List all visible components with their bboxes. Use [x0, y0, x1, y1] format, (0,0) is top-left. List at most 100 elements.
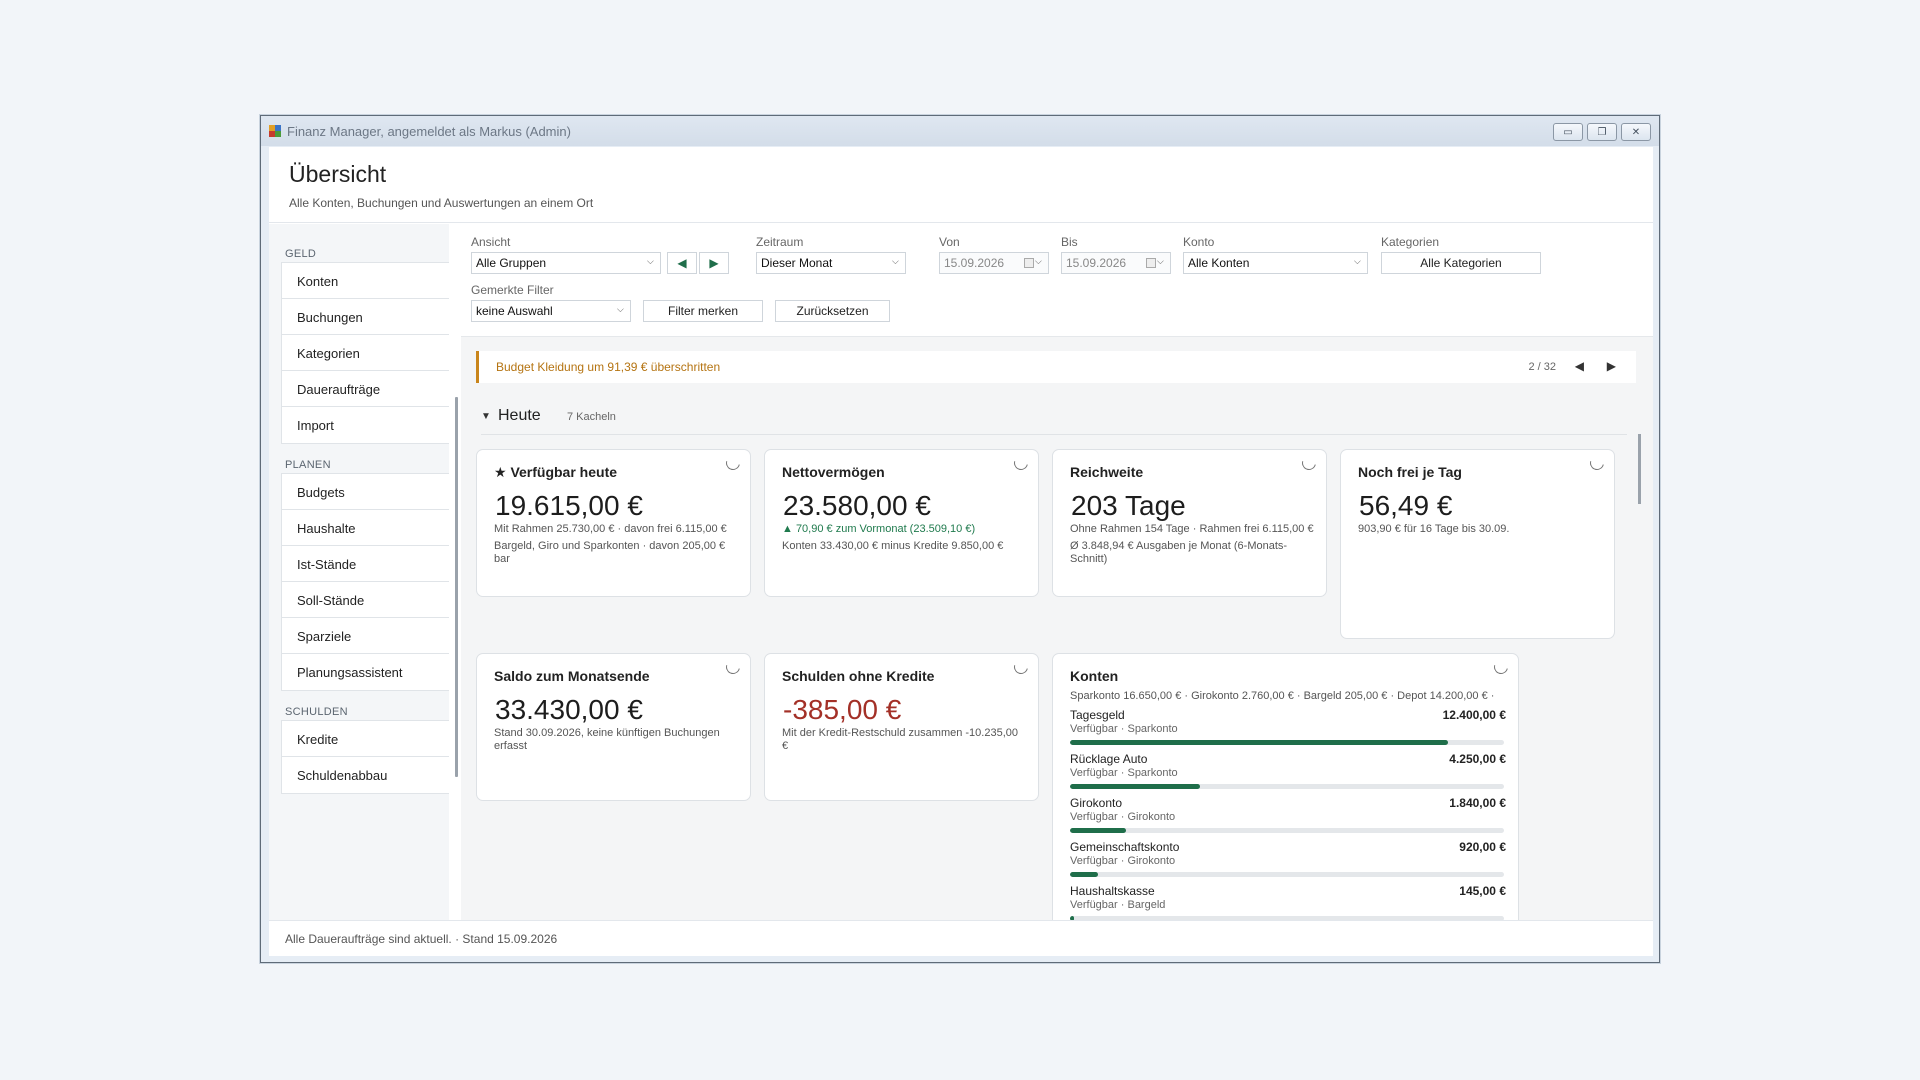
status-text: Alle Daueraufträge sind aktuell. · Stand… — [285, 932, 558, 946]
gemerkte-filter-dropdown[interactable]: keine Auswahl ⌵ — [471, 300, 631, 322]
tile-konten[interactable]: Konten Sparkonto 16.650,00 € · Girokonto… — [1052, 653, 1519, 920]
sidebar-item-schuldenabbau[interactable]: Schuldenabbau — [281, 756, 449, 794]
account-type: Verfügbar · Sparkonto — [1070, 723, 1178, 735]
account-type: Verfügbar · Bargeld — [1070, 899, 1166, 911]
content-scrollbar[interactable] — [1638, 434, 1641, 504]
maximize-button[interactable]: ❐ — [1587, 123, 1617, 141]
tile-value: 33.430,00 € — [495, 694, 643, 725]
sidebar-item-dauerauftraege[interactable]: Daueraufträge — [281, 370, 449, 408]
tile-schulden-ohne-kredite[interactable]: Schulden ohne Kredite -385,00 € Mit der … — [764, 653, 1039, 801]
account-row[interactable]: Rücklage Auto Verfügbar · Sparkonto 4.250,… — [1070, 752, 1506, 796]
tile-saldo-monatsende[interactable]: Saldo zum Monatsende 33.430,00 € Stand 3… — [476, 653, 751, 801]
tile-reichweite[interactable]: Reichweite 203 Tage Ohne Rahmen 154 Tage… — [1052, 449, 1327, 597]
account-progress-bar — [1070, 740, 1504, 745]
filter-bar: Ansicht Alle Gruppen ⌵ ◀ ▶ Zeitraum Dies… — [461, 224, 1653, 337]
account-row[interactable]: Haushaltskasse Verfügbar · Bargeld 145,00 … — [1070, 884, 1506, 920]
sidebar-scrollbar[interactable] — [455, 397, 458, 777]
refresh-icon[interactable] — [1011, 453, 1031, 473]
account-amount: 1.840,00 € — [1449, 796, 1506, 810]
sidebar: GELD Konten Buchungen Kategorien Dauerau… — [269, 224, 449, 920]
triangle-right-icon: ▶ — [709, 256, 719, 270]
tile-value: 56,49 € — [1359, 490, 1453, 521]
tile-nettovermoegen[interactable]: Nettovermögen 23.580,00 € ▲ 70,90 € zum … — [764, 449, 1039, 597]
refresh-icon[interactable] — [723, 453, 743, 473]
bis-date-picker[interactable]: 15.09.2026 ⌵ — [1061, 252, 1171, 274]
gemerkte-filter-label: Gemerkte Filter — [471, 283, 554, 297]
client-area: Übersicht Alle Konten, Buchungen und Aus… — [269, 147, 1653, 956]
account-name: Gemeinschaftskonto — [1070, 840, 1180, 854]
sidebar-item-konten[interactable]: Konten — [281, 262, 449, 300]
account-name: Tagesgeld — [1070, 708, 1125, 722]
page-subtitle: Alle Konten, Buchungen und Auswertungen … — [289, 196, 594, 210]
sidebar-item-haushalte[interactable]: Haushalte — [281, 509, 449, 547]
calendar-icon — [1024, 258, 1034, 268]
tile-detail: Konten 33.430,00 € minus Kredite 9.850,0… — [782, 540, 1004, 552]
sidebar-item-kategorien[interactable]: Kategorien — [281, 334, 449, 372]
sidebar-item-ist-staende[interactable]: Ist-Stände — [281, 545, 449, 583]
account-row[interactable]: Tagesgeld Verfügbar · Sparkonto 12.400,00 … — [1070, 708, 1506, 752]
account-row[interactable]: Girokonto Verfügbar · Girokonto 1.840,00 € — [1070, 796, 1506, 840]
account-type: Verfügbar · Girokonto — [1070, 811, 1176, 823]
tile-verfuegbar-heute[interactable]: ★ Verfügbar heute 19.615,00 € Mit Rahmen… — [476, 449, 751, 597]
konto-label: Konto — [1183, 235, 1215, 249]
tile-detail: Bargeld, Giro und Sparkonten · davon 205… — [494, 540, 726, 565]
account-progress-bar — [1070, 872, 1504, 877]
alert-text: Budget Kleidung um 91,39 € überschritten — [496, 360, 721, 374]
sidebar-item-planungsassistent[interactable]: Planungsassistent — [281, 653, 449, 691]
refresh-icon[interactable] — [1011, 657, 1031, 677]
account-amount: 920,00 € — [1459, 840, 1506, 854]
previous-group-button[interactable]: ◀ — [667, 252, 697, 274]
tile-detail: Ø 3.848,94 € Ausgaben je Monat (6-Monats… — [1070, 540, 1288, 565]
alert-previous-button[interactable]: ◀ — [1575, 359, 1584, 373]
section-header-heute[interactable]: ▼ Heute 7 Kacheln — [481, 407, 1627, 435]
sidebar-item-sparziele[interactable]: Sparziele — [281, 617, 449, 655]
refresh-icon[interactable] — [723, 657, 743, 677]
gemerkte-filter-value: keine Auswahl — [476, 304, 553, 318]
chevron-down-icon: ⌵ — [617, 304, 624, 314]
tile-value: 19.615,00 € — [495, 490, 643, 521]
page-title: Übersicht — [289, 161, 387, 187]
refresh-icon[interactable] — [1587, 453, 1607, 473]
filter-merken-button[interactable]: Filter merken — [643, 300, 763, 322]
tile-value: 23.580,00 € — [783, 490, 931, 521]
refresh-icon[interactable] — [1299, 453, 1319, 473]
account-type: Verfügbar · Sparkonto — [1070, 767, 1178, 779]
von-date-picker[interactable]: 15.09.2026 ⌵ — [939, 252, 1049, 274]
zuruecksetzen-button[interactable]: Zurücksetzen — [775, 300, 890, 322]
account-progress-bar — [1070, 784, 1504, 789]
sidebar-item-kredite[interactable]: Kredite — [281, 720, 449, 758]
zeitraum-dropdown[interactable]: Dieser Monat ⌵ — [756, 252, 906, 274]
tile-title: Noch frei je Tag — [1358, 464, 1462, 480]
refresh-icon[interactable] — [1491, 657, 1511, 677]
tile-title: ★ Verfügbar heute — [494, 464, 618, 480]
collapse-caret-icon[interactable]: ▼ — [481, 411, 491, 422]
sidebar-item-buchungen[interactable]: Buchungen — [281, 298, 449, 336]
tile-detail: 903,90 € für 16 Tage bis 30.09. — [1358, 523, 1510, 535]
sidebar-item-import[interactable]: Import — [281, 406, 449, 444]
sidebar-section-geld: GELD — [285, 248, 317, 260]
account-row[interactable]: Gemeinschaftskonto Verfügbar · Girokonto 9… — [1070, 840, 1506, 884]
next-group-button[interactable]: ▶ — [699, 252, 729, 274]
title-bar[interactable]: Finanz Manager, angemeldet als Markus (A… — [261, 116, 1659, 146]
account-amount: 12.400,00 € — [1442, 708, 1506, 722]
alert-next-button[interactable]: ▶ — [1607, 359, 1616, 373]
account-progress-fill — [1070, 828, 1127, 833]
kategorien-selector[interactable]: Alle Kategorien — [1381, 252, 1541, 274]
account-name: Haushaltskasse — [1070, 884, 1155, 898]
konten-summary: Sparkonto 16.650,00 € · Girokonto 2.760,… — [1070, 690, 1495, 702]
sidebar-item-soll-staende[interactable]: Soll-Stände — [281, 581, 449, 619]
chevron-down-icon: ⌵ — [1354, 256, 1361, 266]
tile-noch-frei-je-tag[interactable]: Noch frei je Tag 56,49 € 903,90 € für 16… — [1340, 449, 1615, 639]
sidebar-item-budgets[interactable]: Budgets — [281, 473, 449, 511]
budget-alert: Budget Kleidung um 91,39 € überschritten… — [476, 351, 1636, 383]
tile-trend: ▲ 70,90 € zum Vormonat (23.509,10 €) — [782, 523, 976, 535]
ansicht-dropdown[interactable]: Alle Gruppen ⌵ — [471, 252, 661, 274]
konto-value: Alle Konten — [1188, 256, 1250, 270]
section-title: Heute — [498, 407, 541, 424]
tile-detail: Ohne Rahmen 154 Tage · Rahmen frei 6.115… — [1070, 523, 1314, 535]
close-button[interactable]: ✕ — [1621, 123, 1651, 141]
tile-value: -385,00 € — [783, 694, 902, 725]
minimize-button[interactable]: ▭ — [1553, 123, 1583, 141]
app-icon — [269, 124, 282, 138]
konto-dropdown[interactable]: Alle Konten ⌵ — [1183, 252, 1368, 274]
